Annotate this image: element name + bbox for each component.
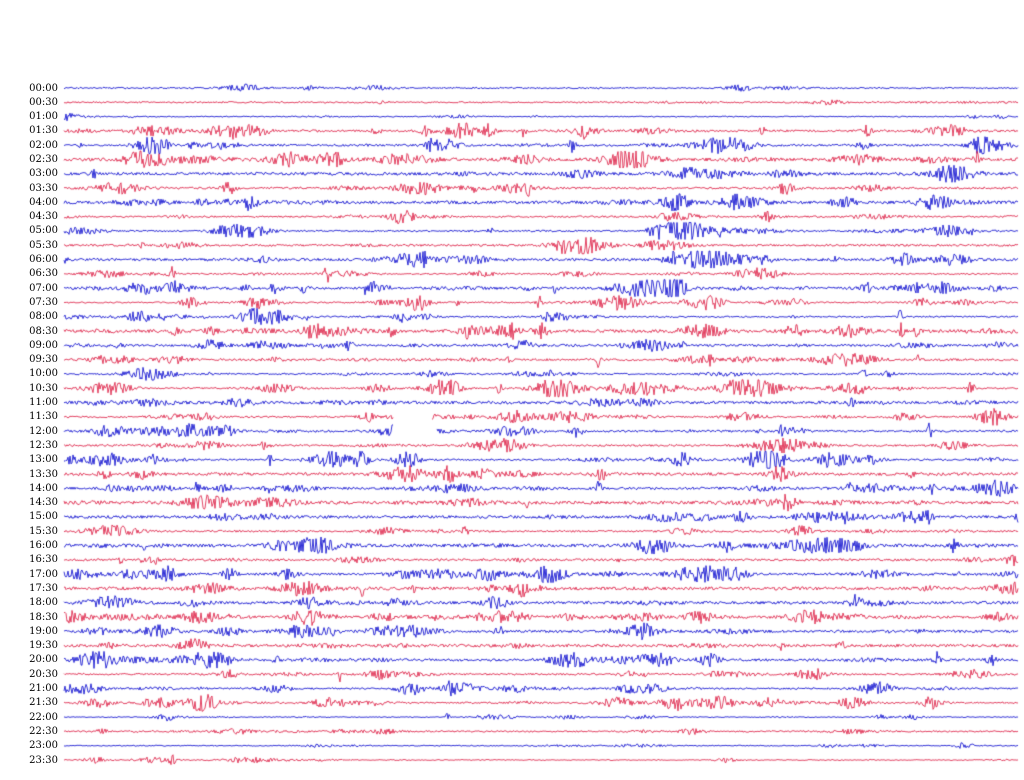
trace-time-label: 19:30 bbox=[29, 640, 58, 652]
trace-time-label: 11:00 bbox=[29, 397, 58, 409]
trace-time-label: 11:30 bbox=[29, 411, 58, 423]
trace-time-label: 03:00 bbox=[29, 168, 58, 180]
trace-time-label: 22:00 bbox=[29, 711, 58, 723]
trace-time-label: 08:30 bbox=[29, 325, 58, 337]
trace-time-label: 10:30 bbox=[29, 382, 58, 394]
trace-time-label: 09:00 bbox=[29, 339, 58, 351]
trace-time-label: 15:00 bbox=[29, 511, 58, 523]
trace-time-label: 01:30 bbox=[29, 125, 58, 137]
trace-time-label: 06:30 bbox=[29, 268, 58, 280]
trace-time-label: 19:00 bbox=[29, 625, 58, 637]
trace-time-label: 00:30 bbox=[29, 96, 58, 108]
trace-time-label: 16:30 bbox=[29, 554, 58, 566]
trace-time-label: 07:30 bbox=[29, 296, 58, 308]
trace-time-label: 20:00 bbox=[29, 654, 58, 666]
trace-time-label: 23:30 bbox=[29, 754, 58, 766]
trace-time-label: 12:30 bbox=[29, 439, 58, 451]
trace-time-label: 14:30 bbox=[29, 497, 58, 509]
trace-time-label: 10:00 bbox=[29, 368, 58, 380]
trace-time-label: 02:30 bbox=[29, 153, 58, 165]
trace-time-label: 03:30 bbox=[29, 182, 58, 194]
trace-time-label: 18:30 bbox=[29, 611, 58, 623]
trace-time-label: 01:00 bbox=[29, 111, 58, 123]
trace-time-label: 21:30 bbox=[29, 697, 58, 709]
trace-time-label: 16:00 bbox=[29, 540, 58, 552]
trace-time-label: 05:30 bbox=[29, 239, 58, 251]
trace-time-label: 04:30 bbox=[29, 211, 58, 223]
trace-time-label: 23:00 bbox=[29, 740, 58, 752]
trace-time-label: 22:30 bbox=[29, 725, 58, 737]
trace-time-label: 06:00 bbox=[29, 254, 58, 266]
trace-time-label: 05:00 bbox=[29, 225, 58, 237]
trace-time-label: 18:00 bbox=[29, 597, 58, 609]
trace-time-label: 08:00 bbox=[29, 311, 58, 323]
trace-time-label: 17:30 bbox=[29, 582, 58, 594]
trace-time-label: 20:30 bbox=[29, 668, 58, 680]
trace-time-label: 07:00 bbox=[29, 282, 58, 294]
trace-time-label: 00:00 bbox=[29, 82, 58, 94]
trace-time-label: 04:00 bbox=[29, 196, 58, 208]
trace-time-label: 02:00 bbox=[29, 139, 58, 151]
trace-time-label: 17:00 bbox=[29, 568, 58, 580]
trace-time-label: 13:00 bbox=[29, 454, 58, 466]
trace-time-label: 21:00 bbox=[29, 683, 58, 694]
trace-time-label: 13:30 bbox=[29, 468, 58, 480]
trace-time-label: 15:30 bbox=[29, 525, 58, 537]
trace-time-label: 12:00 bbox=[29, 425, 58, 437]
trace-time-label: 09:30 bbox=[29, 354, 58, 366]
trace-time-label: 14:00 bbox=[29, 482, 58, 494]
